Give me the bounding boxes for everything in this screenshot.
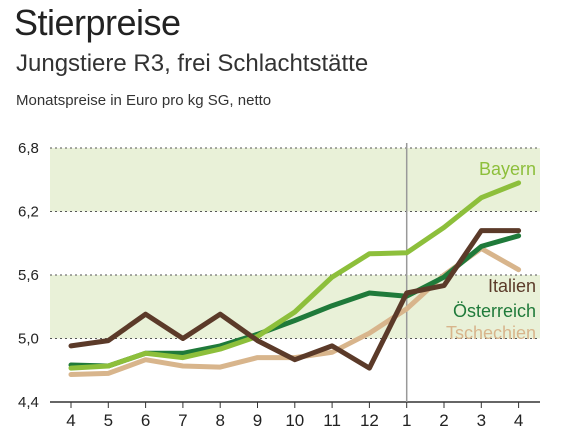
chart-description: Monatspreise in Euro pro kg SG, netto [16,92,272,109]
band-6.2-6.8 [50,148,540,212]
x-tick-label: 9 [253,411,262,430]
band-5.0-5.6 [50,275,540,339]
x-tick-label: 11 [323,411,341,430]
x-tick-label: 12 [360,411,379,430]
y-tick-label: 6,8 [18,140,39,157]
x-tick-label: 1 [402,411,411,430]
y-tick-label: 6,2 [18,204,39,221]
x-tick-label: 5 [104,411,113,430]
x-tick-label: 8 [215,411,224,430]
x-tick-label: 7 [178,411,187,430]
x-tick-label: 3 [477,411,486,430]
series-label-italien: Italien [488,276,536,296]
series-label-bayern: Bayern [479,159,536,179]
series-label-tschechien: Tschechien [446,323,536,343]
series-label-oesterreich: Österreich [453,301,536,321]
series-line-italien [68,228,522,371]
x-tick-label: 6 [141,411,150,430]
chart-subtitle: Jungstiere R3, frei Schlachtstätte [16,50,369,77]
x-tick-label: 10 [285,411,304,430]
y-tick-label: 4,4 [18,394,39,411]
x-tick-label: 4 [514,411,523,430]
chart-title: Stierpreise [14,2,181,43]
series-line-bayern [68,180,522,371]
y-tick-label: 5,6 [18,267,39,284]
y-tick-label: 5,0 [18,331,39,348]
x-tick-label: 2 [439,411,448,430]
x-tick-label: 4 [66,411,75,430]
